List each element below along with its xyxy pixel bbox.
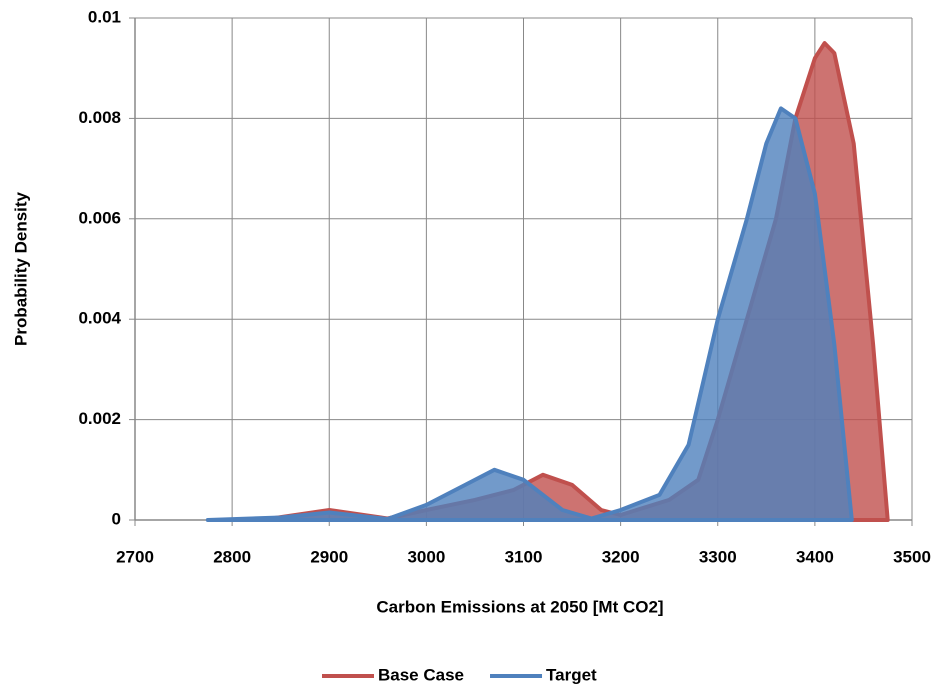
- x-axis-title: Carbon Emissions at 2050 [Mt CO2]: [376, 597, 663, 616]
- legend-label: Base Case: [378, 665, 464, 684]
- y-tick-label: 0.008: [78, 108, 121, 127]
- y-axis-title: Probability Density: [11, 191, 30, 346]
- legend-label: Target: [546, 665, 597, 684]
- x-tick-label: 3300: [699, 547, 737, 566]
- x-tick-label: 3400: [796, 547, 834, 566]
- y-tick-label: 0.004: [78, 309, 121, 328]
- x-tick-label: 2800: [213, 547, 251, 566]
- x-tick-label: 3500: [893, 547, 931, 566]
- y-tick-label: 0: [112, 509, 121, 528]
- x-tick-label: 3000: [407, 547, 445, 566]
- y-tick-label: 0.002: [78, 409, 121, 428]
- density-area: [205, 106, 854, 522]
- y-tick-label: 0.01: [88, 7, 121, 26]
- x-tick-label: 3200: [602, 547, 640, 566]
- x-tick-label: 2700: [116, 547, 154, 566]
- x-tick-label: 3100: [505, 547, 543, 566]
- x-tick-label: 2900: [310, 547, 348, 566]
- y-tick-label: 0.006: [78, 208, 121, 227]
